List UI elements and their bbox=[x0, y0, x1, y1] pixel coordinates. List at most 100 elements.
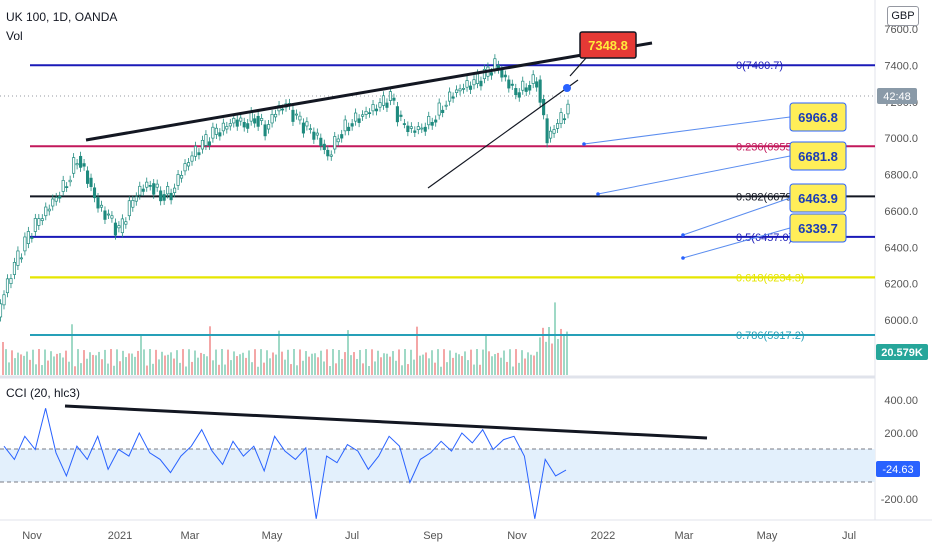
candle-body bbox=[242, 122, 246, 128]
volume-bar bbox=[377, 350, 379, 375]
candle-body bbox=[423, 126, 427, 132]
candle-body bbox=[371, 104, 375, 112]
candle-body bbox=[493, 58, 497, 70]
cci-axis: 400.00 200.00 -200.00 bbox=[881, 395, 918, 506]
current-price-tag: 42:48 bbox=[877, 88, 917, 104]
candle-body bbox=[239, 117, 243, 122]
volume-bar bbox=[359, 349, 361, 375]
volume-bar bbox=[56, 353, 58, 375]
volume-bar bbox=[158, 359, 160, 375]
volume-bar bbox=[515, 349, 517, 375]
candle-body bbox=[270, 114, 274, 124]
cci-line bbox=[3, 408, 567, 519]
volume-bar bbox=[299, 349, 301, 375]
target-callout-box[interactable]: 6681.8 bbox=[789, 141, 847, 171]
volume-bar bbox=[254, 349, 256, 375]
volume-bar bbox=[47, 360, 49, 375]
price-tick-label: 6600.0 bbox=[884, 206, 918, 218]
volume-bar bbox=[389, 356, 391, 375]
volume-bar bbox=[404, 349, 406, 375]
volume-bar bbox=[137, 350, 139, 375]
volume-bar bbox=[2, 342, 4, 375]
time-tick-label: Mar bbox=[675, 530, 694, 542]
candle-body bbox=[9, 278, 13, 284]
volume-bar bbox=[146, 365, 148, 375]
target-callout-box[interactable]: 6966.8 bbox=[789, 102, 847, 132]
candle-body bbox=[340, 134, 344, 139]
target-callout[interactable]: 7348.8 bbox=[579, 31, 637, 59]
volume-bar bbox=[545, 341, 547, 375]
candle-body bbox=[503, 74, 507, 78]
volume-bar bbox=[50, 351, 52, 375]
volume-tag: 20.579K bbox=[876, 344, 928, 360]
support-trendline[interactable] bbox=[427, 79, 579, 189]
volume-bar bbox=[332, 349, 334, 375]
volume-bar bbox=[380, 357, 382, 375]
current-price-label: 42:48 bbox=[883, 91, 911, 103]
target-callout-value: 6463.9 bbox=[798, 191, 838, 206]
candle-body bbox=[124, 221, 128, 225]
volume-bars bbox=[2, 302, 568, 375]
time-tick-label: Nov bbox=[507, 530, 527, 542]
candle-body bbox=[180, 174, 184, 179]
currency-button[interactable]: GBP bbox=[887, 6, 919, 26]
candle-body bbox=[507, 79, 511, 89]
candle-body bbox=[489, 72, 493, 76]
candle-body bbox=[294, 113, 298, 116]
volume-bar bbox=[533, 355, 535, 375]
target-anchor-dot bbox=[681, 256, 685, 260]
volume-bar bbox=[314, 353, 316, 375]
volume-bar bbox=[317, 357, 319, 375]
volume-bar bbox=[11, 350, 13, 375]
candle-body bbox=[267, 124, 271, 130]
volume-bar bbox=[425, 352, 427, 375]
volume-bar bbox=[440, 366, 442, 375]
resistance-trendline[interactable] bbox=[85, 41, 653, 142]
candle-body bbox=[514, 88, 518, 96]
time-tick-label: 2022 bbox=[591, 530, 615, 542]
volume-bar bbox=[341, 358, 343, 375]
volume-bar bbox=[140, 336, 142, 375]
volume-bar bbox=[371, 349, 373, 375]
volume-bar bbox=[356, 358, 358, 375]
volume-bar bbox=[119, 361, 121, 375]
candle-body bbox=[263, 124, 267, 137]
candle-body bbox=[79, 155, 83, 168]
candle-body bbox=[200, 139, 204, 150]
candle-body bbox=[427, 115, 431, 126]
candle-body bbox=[12, 262, 16, 275]
candle-body bbox=[479, 80, 483, 87]
volume-bar bbox=[305, 351, 307, 375]
volume-bar bbox=[38, 349, 40, 375]
candle-body bbox=[120, 218, 124, 234]
candle-body bbox=[183, 163, 187, 172]
candle-body bbox=[260, 118, 264, 121]
candle-body bbox=[301, 122, 305, 134]
volume-bar bbox=[407, 364, 409, 375]
volume-bar bbox=[122, 350, 124, 375]
fib-levels: 0(7400.7) 0.236(6955.3) 0.382(6679.7) 0.5(6… bbox=[30, 60, 875, 342]
candle-body bbox=[173, 187, 177, 194]
volume-bar bbox=[509, 349, 511, 375]
cci-current-label: -24.63 bbox=[882, 464, 913, 476]
price-pane[interactable] bbox=[0, 0, 875, 375]
volume-bar bbox=[455, 352, 457, 375]
cci-tick-label: 200.00 bbox=[884, 428, 918, 440]
volume-bar bbox=[422, 354, 424, 375]
volume-bar bbox=[497, 352, 499, 375]
candle-body bbox=[448, 91, 452, 102]
volume-bar bbox=[518, 362, 520, 375]
volume-bar bbox=[284, 359, 286, 375]
candle-body bbox=[315, 132, 319, 136]
current-point-marker[interactable] bbox=[563, 84, 571, 92]
target-callout-box[interactable]: 6463.9 bbox=[789, 183, 847, 213]
candle-body bbox=[347, 126, 351, 132]
candle-body bbox=[92, 187, 97, 199]
target-callout-box[interactable]: 6339.7 bbox=[789, 213, 847, 243]
candle-body bbox=[134, 196, 138, 202]
volume-bar bbox=[104, 349, 106, 375]
cci-divergence-trendline[interactable] bbox=[64, 404, 708, 440]
candle-body bbox=[5, 278, 10, 294]
volume-bar bbox=[131, 353, 133, 375]
